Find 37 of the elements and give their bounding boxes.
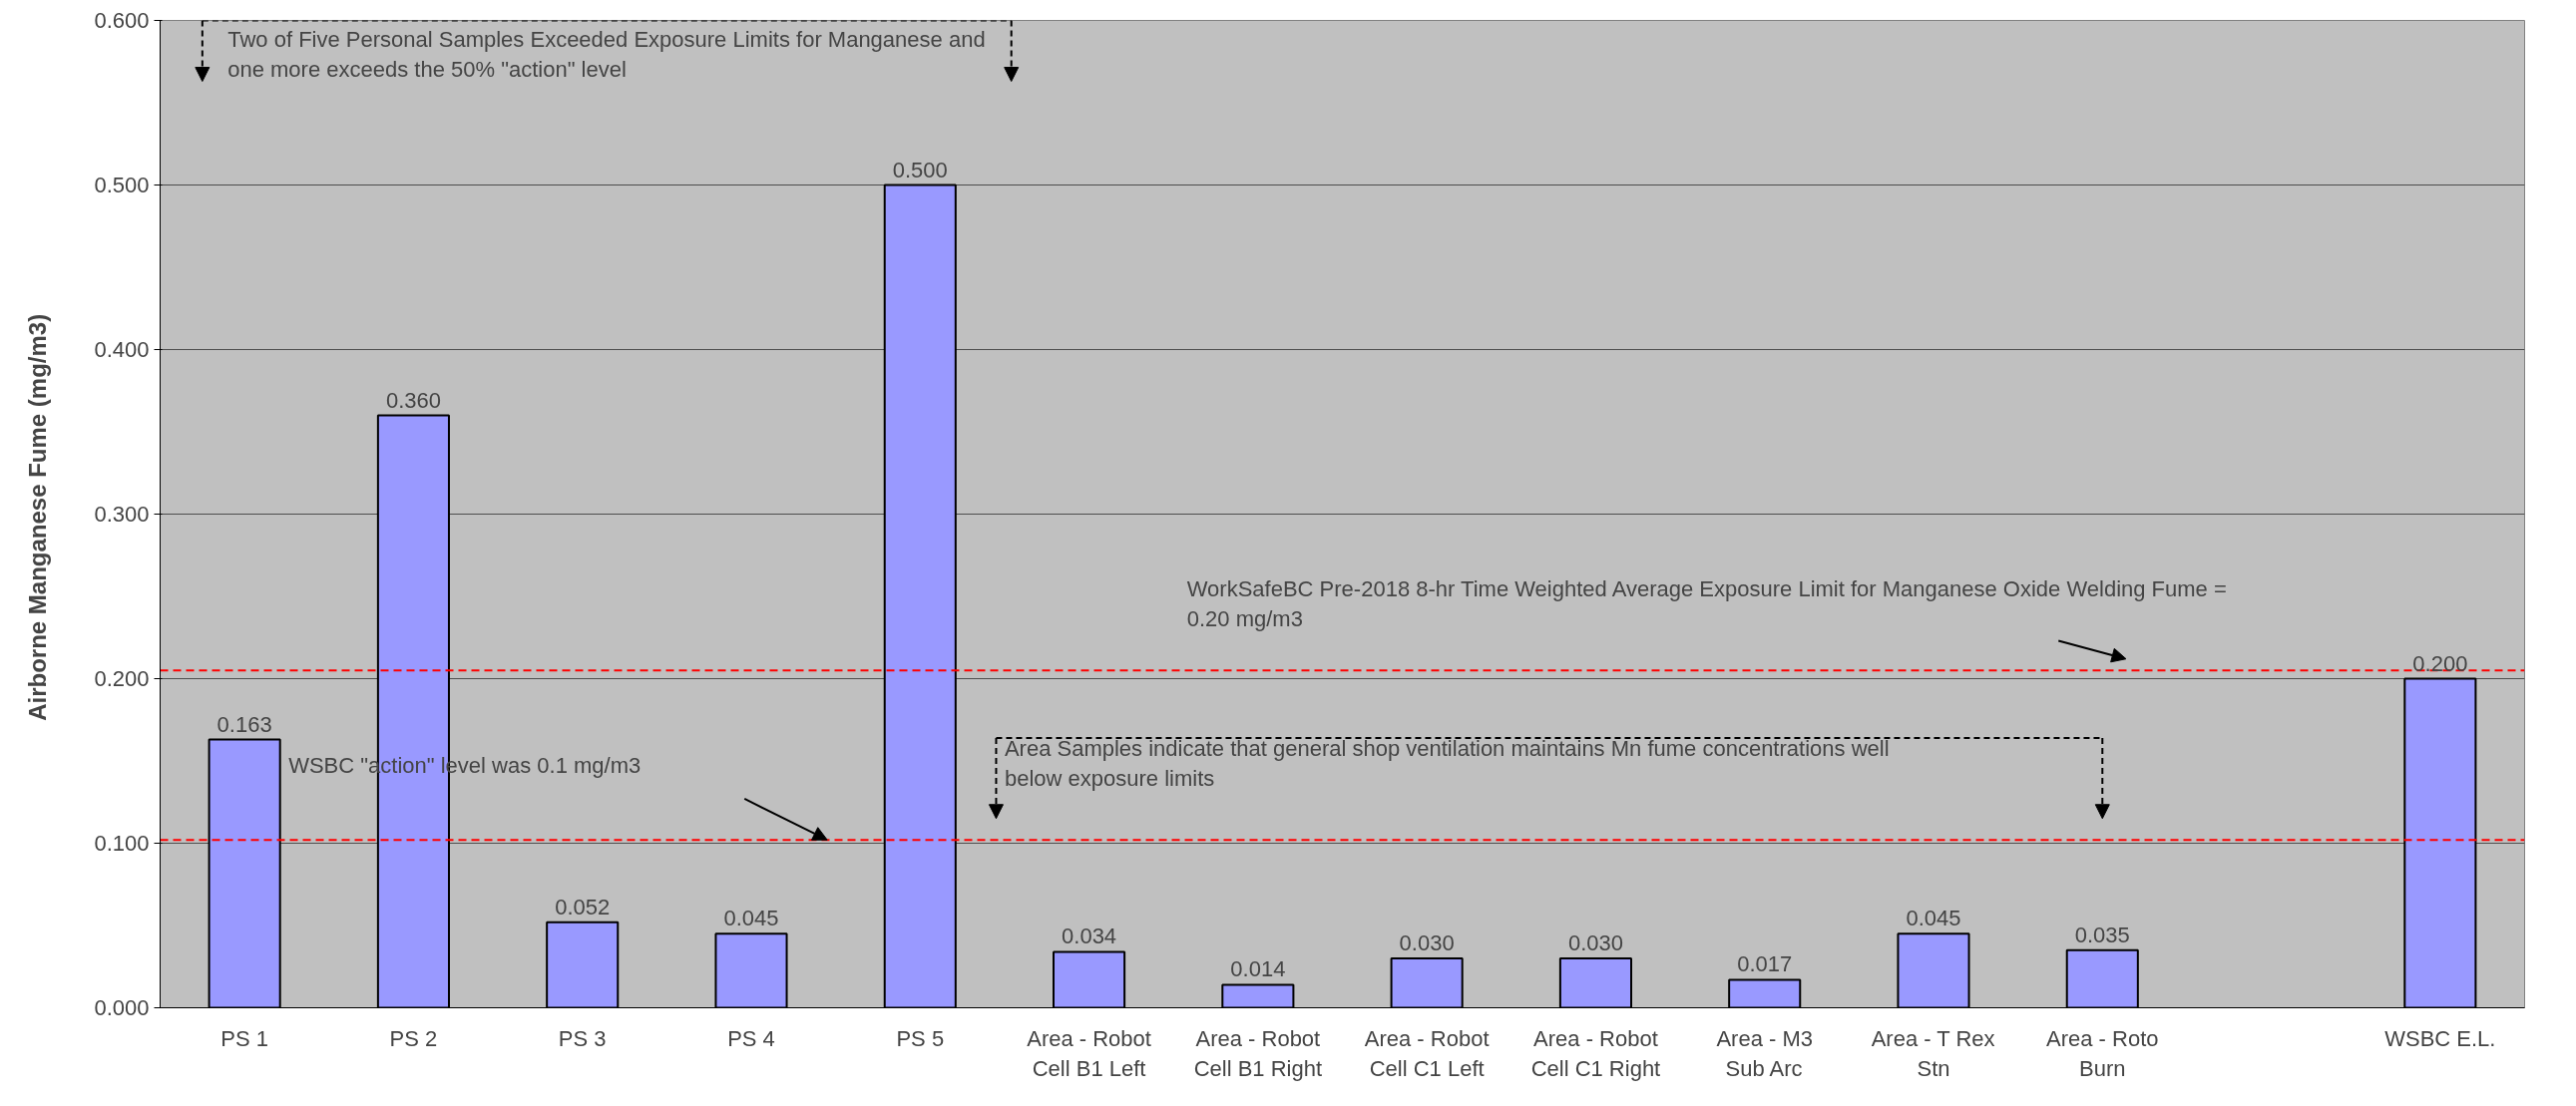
x-tick-label: Area - Robot Cell B1 Right xyxy=(1193,1025,1323,1081)
x-tick-label: Area - Robot Cell C1 Right xyxy=(1530,1025,1661,1081)
y-tick-label: 0.100 xyxy=(94,831,150,856)
data-label: 0.017 xyxy=(1737,951,1793,977)
x-tick-label: Area - Roto Burn xyxy=(2046,1025,2159,1081)
x-tick-label: Area - M3 Sub Arc xyxy=(1716,1025,1814,1081)
y-tick-label: 0.600 xyxy=(94,8,150,33)
data-label: 0.035 xyxy=(2074,922,2130,947)
data-label: 0.360 xyxy=(385,387,441,413)
data-label: 0.030 xyxy=(1567,930,1623,955)
y-axis-title: Airborne Manganese Fume (mg/m3) xyxy=(24,313,52,721)
y-tick-label: 0.300 xyxy=(94,502,150,527)
data-label: 0.030 xyxy=(1399,930,1455,955)
y-tick-label: 0.400 xyxy=(94,337,150,362)
data-label: 0.045 xyxy=(723,906,779,931)
x-tick-label: PS 5 xyxy=(896,1025,945,1051)
x-tick-label: Area - Robot Cell C1 Left xyxy=(1364,1025,1490,1081)
x-tick-label: PS 4 xyxy=(727,1025,775,1051)
y-tick-label: 0.000 xyxy=(94,995,150,1020)
data-label: 0.045 xyxy=(1906,906,1961,931)
annotation: Two of Five Personal Samples Exceeded Exposure Limits for Manganese and one more exceeds the 50% "action" level xyxy=(227,27,986,83)
data-label: 0.163 xyxy=(216,711,272,737)
data-label: 0.500 xyxy=(892,157,948,183)
x-tick-label: PS 1 xyxy=(220,1025,268,1051)
data-label: 0.034 xyxy=(1062,923,1117,949)
data-label: 0.200 xyxy=(2412,650,2468,676)
x-tick-label: Area - Robot Cell B1 Left xyxy=(1027,1025,1151,1081)
data-label: 0.014 xyxy=(1230,956,1286,982)
y-tick-label: 0.200 xyxy=(94,666,150,691)
annotation: Area Samples indicate that general shop ventilation maintains Mn fume concentrations well below exposure limits xyxy=(1004,736,1890,792)
x-tick-label: WSBC E.L. xyxy=(2384,1025,2496,1051)
x-tick-label: PS 3 xyxy=(558,1025,607,1051)
data-label: 0.052 xyxy=(555,894,611,920)
x-tick-label: Area - T Rex Stn xyxy=(1871,1025,1995,1081)
x-tick-label: PS 2 xyxy=(389,1025,438,1051)
annotation: WorkSafeBC Pre-2018 8-hr Time Weighted Average Exposure Limit for Manganese Oxide Welding Fume = 0.20 mg/m3 xyxy=(1186,576,2227,632)
y-tick-label: 0.500 xyxy=(94,173,150,197)
